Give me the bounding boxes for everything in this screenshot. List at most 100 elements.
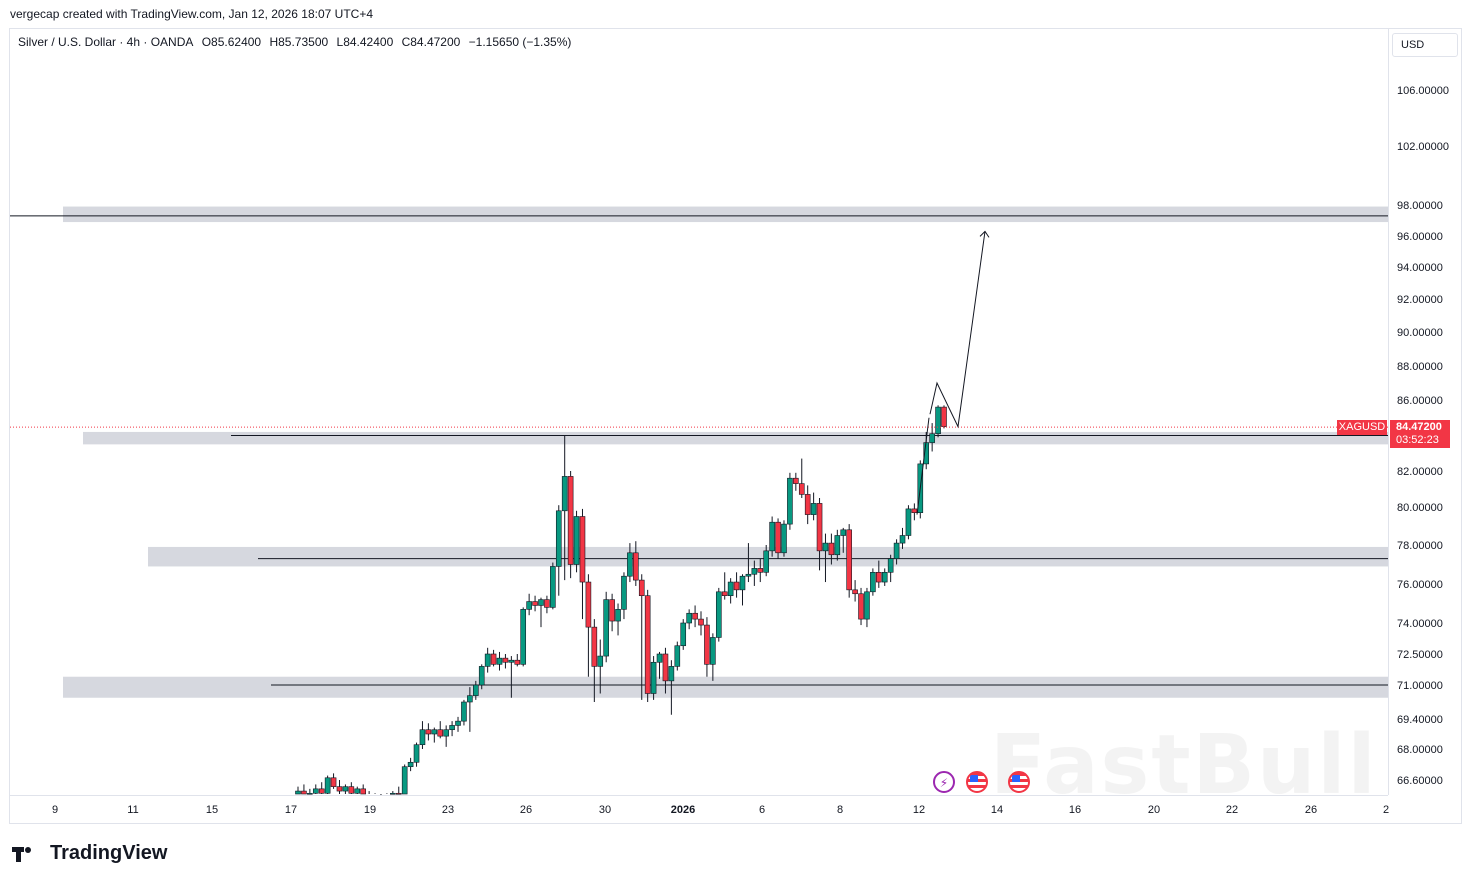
candle xyxy=(336,780,343,794)
candle xyxy=(437,721,444,739)
time-axis[interactable] xyxy=(10,795,1388,823)
candle xyxy=(680,619,687,650)
zone-box xyxy=(63,206,1388,223)
candle-body xyxy=(301,790,307,795)
candle xyxy=(656,651,663,679)
candle-body xyxy=(781,523,787,554)
candle-body xyxy=(887,558,894,573)
last-price-badge: 84.47200 03:52:23 xyxy=(1390,420,1450,448)
price-axis-tick: 90.00000 xyxy=(1397,327,1443,339)
price-axis[interactable] xyxy=(1388,29,1461,795)
candle-body xyxy=(508,659,515,663)
candle-body xyxy=(852,589,858,595)
candle xyxy=(449,721,455,737)
candle-body xyxy=(864,591,870,620)
candle-body xyxy=(502,657,509,663)
candle-body xyxy=(638,579,645,596)
candle-body xyxy=(526,601,532,610)
candle-body xyxy=(621,575,627,610)
candle xyxy=(739,574,746,606)
candle-body xyxy=(739,575,746,591)
candle xyxy=(544,595,550,614)
price-axis-tick: 68.00000 xyxy=(1397,744,1443,756)
candle xyxy=(822,533,829,583)
price-axis-tick: 76.00000 xyxy=(1397,579,1443,591)
candle xyxy=(769,516,775,557)
us-flag-icon[interactable] xyxy=(1008,771,1030,793)
candle xyxy=(733,572,740,598)
candle-body xyxy=(532,601,538,606)
candle-body xyxy=(425,729,432,735)
candle xyxy=(567,471,574,579)
candle-body xyxy=(307,792,313,795)
candle-body xyxy=(899,535,906,544)
candle xyxy=(354,786,361,794)
candle xyxy=(941,405,947,429)
candle-body xyxy=(354,788,361,794)
candle-body xyxy=(413,744,420,763)
candle xyxy=(935,405,941,438)
candle-body xyxy=(443,729,449,737)
candle-body xyxy=(650,661,657,694)
candle-body xyxy=(573,516,580,565)
candle xyxy=(846,524,852,598)
candle xyxy=(514,654,521,667)
candle xyxy=(526,593,532,616)
time-axis-tick: 12 xyxy=(913,804,925,816)
currency-button[interactable]: USD xyxy=(1392,33,1458,57)
candle xyxy=(520,607,527,667)
lightning-icon[interactable]: ⚡ xyxy=(933,771,955,793)
candle xyxy=(727,578,734,604)
candle-body xyxy=(775,521,781,554)
candle xyxy=(490,649,497,667)
candle xyxy=(828,533,835,565)
candle xyxy=(591,619,598,702)
candle-body xyxy=(935,406,941,435)
time-axis-tick: 14 xyxy=(991,804,1003,816)
overlay-layer xyxy=(10,230,1388,515)
tradingview-brand[interactable]: TradingView xyxy=(12,842,167,865)
candle xyxy=(775,518,781,559)
candle xyxy=(798,458,805,498)
candle xyxy=(431,727,438,743)
candle-body xyxy=(567,476,574,565)
candle-body xyxy=(401,766,408,795)
tradingview-logo-icon xyxy=(12,844,44,864)
candle-body xyxy=(449,725,455,731)
price-axis-tick: 71.00000 xyxy=(1397,680,1443,692)
candle xyxy=(461,699,467,726)
price-axis-tick: 72.50000 xyxy=(1397,649,1443,661)
candle xyxy=(467,687,473,732)
price-axis-tick: 98.00000 xyxy=(1397,200,1443,212)
candle-body xyxy=(348,786,355,794)
candle-body xyxy=(295,790,301,795)
candle xyxy=(413,742,420,767)
candle xyxy=(502,654,509,669)
candle xyxy=(650,656,657,700)
candle xyxy=(876,560,882,588)
candle xyxy=(301,784,307,795)
candle xyxy=(638,574,645,700)
candle xyxy=(911,503,918,521)
candle xyxy=(312,784,319,794)
candle-body xyxy=(668,666,675,682)
candle-body xyxy=(745,573,752,577)
time-axis-tick: 30 xyxy=(599,804,611,816)
projection-arrowhead xyxy=(979,230,990,238)
candle-body xyxy=(520,609,527,665)
candle xyxy=(870,568,876,596)
legend-instrument[interactable]: Silver / U.S. Dollar · 4h · OANDA xyxy=(18,35,194,49)
candle-body xyxy=(787,477,793,525)
candle-body xyxy=(555,510,562,567)
candle-body xyxy=(846,529,852,591)
candle xyxy=(686,609,692,630)
candle-body xyxy=(455,720,461,726)
candle xyxy=(710,633,716,681)
candle xyxy=(484,647,491,673)
zone-box xyxy=(83,431,1388,445)
candle-body xyxy=(615,609,621,622)
price-axis-tick: 92.00000 xyxy=(1397,294,1443,306)
us-flag-icon[interactable] xyxy=(966,771,988,793)
legend-low: L84.42400 xyxy=(336,35,394,49)
